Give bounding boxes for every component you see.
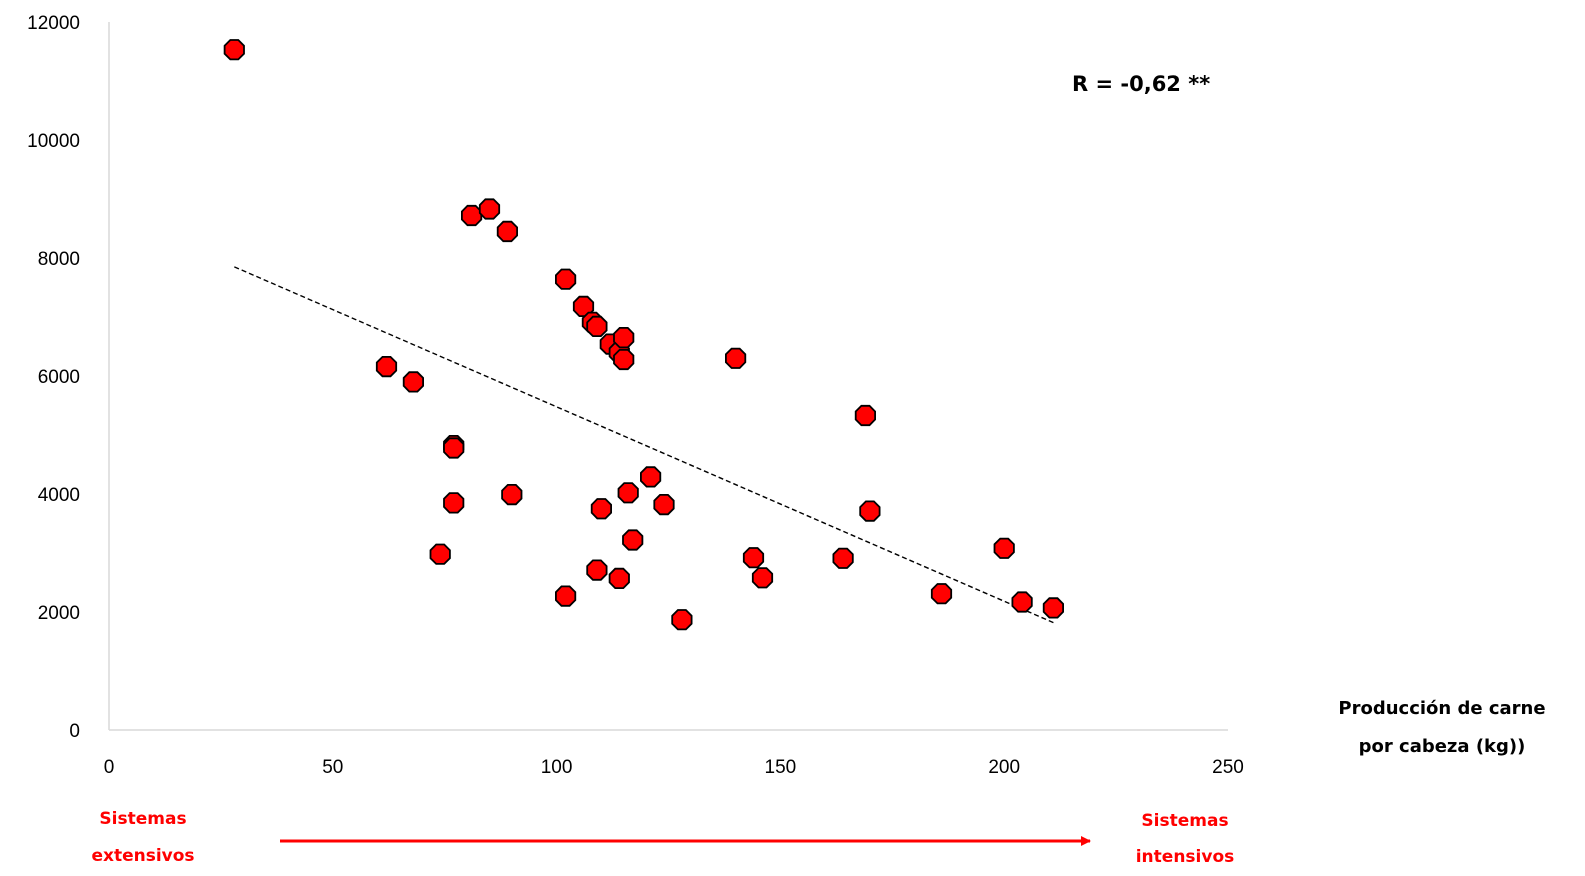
data-point (993, 537, 1015, 559)
data-point (1042, 597, 1064, 619)
data-point (725, 347, 747, 369)
data-point (586, 315, 608, 338)
y-tick-label: 4000 (38, 485, 80, 506)
data-point (429, 543, 451, 565)
data-point (555, 268, 577, 290)
x-tick-label: 0 (104, 757, 115, 778)
x-axis-title-line-1: Producción de carne (1338, 698, 1545, 719)
data-point (443, 492, 465, 514)
y-tick-label: 12000 (27, 13, 80, 34)
intensive-systems-label-line-1: Sistemas (1141, 811, 1228, 831)
data-point (478, 198, 501, 220)
x-tick-label: 50 (322, 757, 343, 778)
x-tick-labels: 0 50 100 150 200 250 (104, 757, 1244, 778)
y-tick-labels: 0 2000 4000 6000 8000 10000 12000 (27, 13, 80, 742)
data-point (586, 559, 608, 581)
extensive-systems-label-line-1: Sistemas (99, 809, 186, 829)
y-tick-label: 6000 (38, 367, 80, 388)
data-point (496, 220, 518, 243)
data-point (443, 437, 465, 459)
data-point (653, 493, 675, 516)
data-point (622, 529, 644, 551)
data-point (640, 466, 662, 488)
x-tick-label: 200 (988, 757, 1020, 778)
data-point (617, 482, 639, 504)
x-tick-label: 150 (765, 757, 797, 778)
data-point (671, 609, 693, 631)
data-point (375, 355, 398, 378)
data-point (751, 567, 774, 589)
data-point (613, 326, 635, 349)
data-point (930, 583, 953, 605)
data-point (742, 547, 765, 569)
data-point (859, 500, 881, 522)
y-tick-label: 8000 (38, 249, 80, 270)
intensive-systems-label-line-2: intensivos (1136, 847, 1235, 867)
axes (108, 22, 1228, 731)
data-point (223, 39, 245, 61)
data-point (501, 483, 523, 506)
data-point (590, 498, 612, 520)
x-tick-label: 100 (541, 757, 573, 778)
data-points (223, 39, 1064, 631)
x-tick-label: 250 (1212, 757, 1244, 778)
y-tick-label: 2000 (38, 603, 80, 624)
y-tick-label: 0 (69, 721, 80, 742)
data-point (460, 204, 483, 227)
data-point (854, 404, 876, 427)
data-point (613, 348, 635, 371)
trendline (234, 266, 1054, 624)
data-point (1011, 591, 1033, 613)
extensive-systems-label-line-2: extensivos (91, 846, 194, 866)
data-point (402, 371, 425, 393)
correlation-annotation: R = -0,62 ** (1072, 72, 1210, 96)
data-point (832, 547, 854, 569)
x-axis-title-line-2: por cabeza (kg)) (1359, 736, 1526, 757)
data-point (555, 585, 577, 607)
y-tick-label: 10000 (27, 131, 80, 152)
data-point (608, 567, 630, 589)
